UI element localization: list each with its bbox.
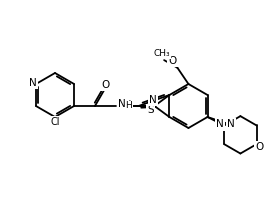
Text: CH₃: CH₃	[154, 49, 170, 58]
Text: N: N	[216, 119, 224, 129]
Text: O: O	[101, 80, 109, 90]
Text: H: H	[124, 100, 131, 110]
Text: N: N	[118, 99, 126, 109]
Text: O: O	[168, 56, 177, 66]
Text: O: O	[255, 142, 264, 152]
Text: H: H	[126, 102, 132, 110]
Text: N: N	[118, 99, 126, 109]
Text: N: N	[149, 95, 157, 105]
Text: N: N	[29, 78, 37, 88]
Text: N: N	[227, 119, 235, 129]
Text: S: S	[147, 105, 154, 115]
Text: Cl: Cl	[50, 117, 60, 127]
